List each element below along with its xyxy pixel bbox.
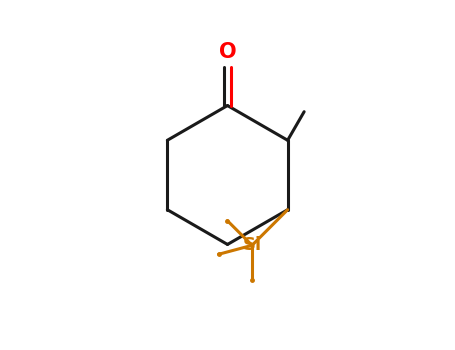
Text: Si: Si bbox=[243, 236, 262, 254]
Text: O: O bbox=[219, 42, 236, 62]
